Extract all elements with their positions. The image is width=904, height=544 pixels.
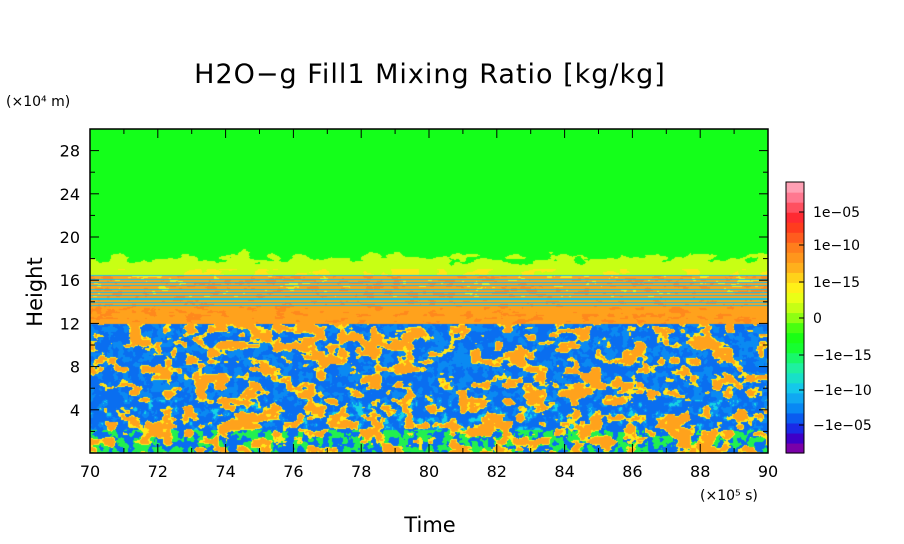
colorbar-swatch (786, 332, 804, 344)
colorbar-swatch (786, 432, 804, 444)
x-tick-label: 70 (80, 462, 100, 481)
x-tick-label: 76 (283, 462, 303, 481)
colorbar-swatch (786, 352, 804, 364)
colorbar-swatch (786, 372, 804, 384)
x-tick-label: 90 (758, 462, 778, 481)
colorbar: 1e−05 1e−10 1e−15 0 −1e−15 −1e−10 −1e−05 (785, 181, 872, 454)
colorbar-label: −1e−15 (813, 348, 872, 364)
colorbar-swatch (786, 182, 804, 193)
colorbar-swatch (786, 212, 804, 223)
y-axis-ticks: 4 8 12 16 20 24 28 (60, 128, 768, 454)
colorbar-swatch (786, 202, 804, 213)
x-tick-label: 86 (622, 462, 642, 481)
colorbar-label: 0 (813, 311, 822, 327)
colorbar-swatch (786, 272, 804, 283)
colorbar-label: 1e−15 (813, 275, 860, 291)
x-tick-label: 80 (419, 462, 439, 481)
x-tick-label: 78 (351, 462, 371, 481)
chart-title: H2O−g Fill1 Mixing Ratio [kg/kg] (194, 59, 666, 90)
y-tick-label: 12 (60, 314, 80, 333)
colorbar-swatch (786, 412, 804, 424)
y-tick-label: 28 (60, 142, 80, 161)
colorbar-swatch (786, 292, 804, 304)
colorbar-swatch (786, 342, 804, 354)
x-axis-unit: (×10⁵ s) (700, 488, 758, 504)
y-tick-label: 4 (70, 401, 80, 420)
colorbar-swatch (786, 262, 804, 273)
heatmap-plot-area (89, 128, 769, 454)
x-tick-label: 82 (487, 462, 507, 481)
colorbar-swatch (786, 302, 804, 314)
y-tick-label: 24 (60, 185, 80, 204)
colorbar-swatch (786, 382, 804, 394)
colorbar-swatch (786, 282, 804, 294)
y-axis-label: Height (23, 257, 47, 326)
colorbar-label: −1e−05 (813, 418, 872, 434)
colorbar-swatch (786, 362, 804, 374)
colorbar-swatch (786, 442, 804, 454)
y-tick-label: 16 (60, 271, 80, 290)
colorbar-label: 1e−05 (813, 205, 860, 221)
x-axis-ticks: 70 72 74 76 78 80 82 84 86 88 90 (80, 129, 778, 481)
colorbar-swatch (786, 232, 804, 243)
y-axis-unit: (×10⁴ m) (6, 94, 70, 110)
x-tick-label: 88 (690, 462, 710, 481)
colorbar-swatch (786, 252, 804, 263)
x-axis-label: Time (403, 513, 455, 537)
colorbar-swatch (786, 322, 804, 334)
colorbar-swatch (786, 402, 804, 414)
colorbar-swatch (786, 242, 804, 253)
colorbar-label: 1e−10 (813, 238, 860, 254)
x-tick-label: 72 (148, 462, 168, 481)
colorbar-label: −1e−10 (813, 383, 872, 399)
x-tick-label: 84 (554, 462, 574, 481)
y-tick-label: 20 (60, 228, 80, 247)
heatmap-field (90, 129, 768, 453)
y-tick-label: 8 (70, 358, 80, 377)
colorbar-swatch (786, 222, 804, 233)
colorbar-swatch (786, 392, 804, 404)
x-tick-label: 74 (215, 462, 235, 481)
colorbar-swatch (786, 192, 804, 203)
colorbar-swatch (786, 422, 804, 434)
colorbar-swatch (786, 312, 804, 324)
